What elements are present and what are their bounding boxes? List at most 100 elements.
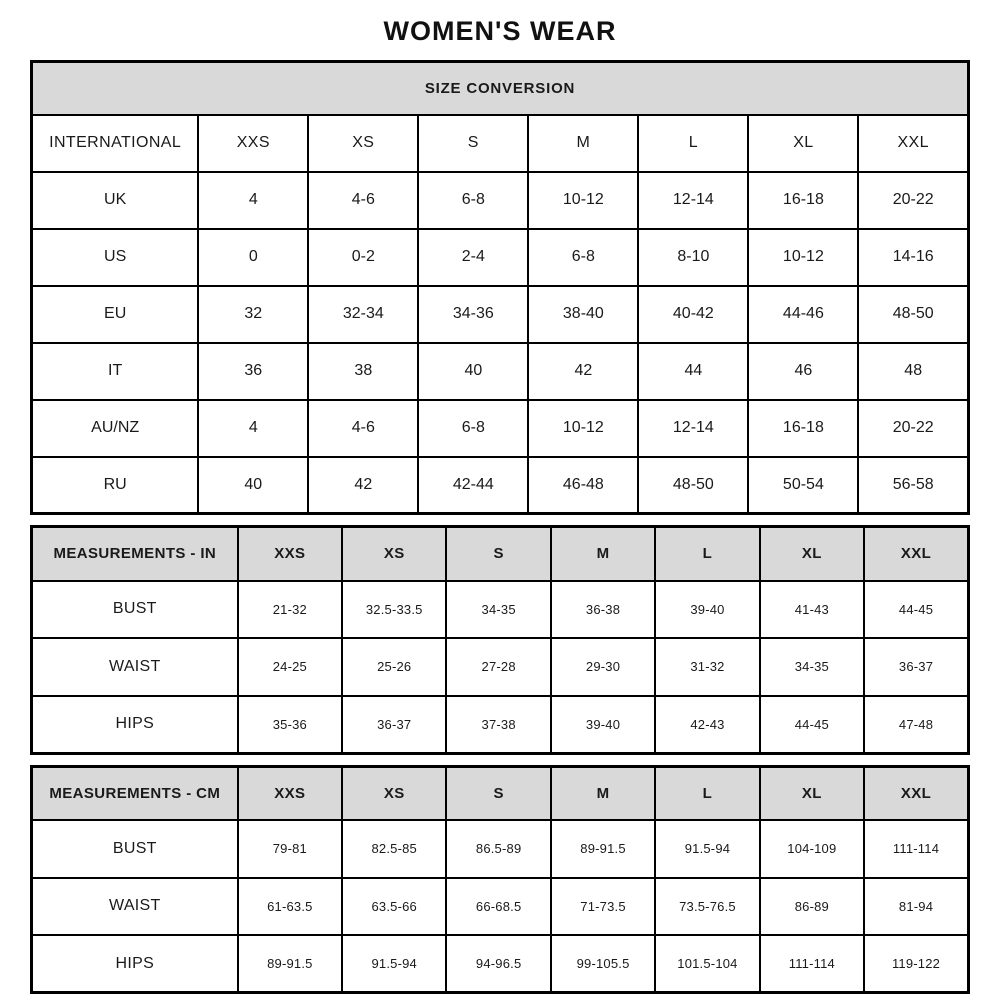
row-label: RU xyxy=(30,455,200,515)
size-value-cell: 12-14 xyxy=(637,398,750,458)
table-row: WAIST 24-25 25-26 27-28 29-30 31-32 34-35 36-37 xyxy=(30,637,970,697)
table-banner-row: SIZE CONVERSION xyxy=(30,60,970,116)
size-column-header: XS xyxy=(341,765,448,821)
table-row: AU/NZ 4 4-6 6-8 10-12 12-14 16-18 20-22 xyxy=(30,398,970,458)
size-value-cell: 39-40 xyxy=(549,694,657,754)
size-value-cell: 99-105.5 xyxy=(549,934,657,994)
size-value-cell: 44-46 xyxy=(747,284,860,344)
size-value-cell: 14-16 xyxy=(857,227,970,287)
size-value-cell: 34-35 xyxy=(758,637,866,697)
size-column-header: XXL xyxy=(857,113,970,173)
table-header-row: MEASUREMENTS - CM XXS XS S M L XL XXL xyxy=(30,765,970,821)
size-value-cell: 34-36 xyxy=(417,284,530,344)
row-label: IT xyxy=(30,341,200,401)
size-value-cell: 31-32 xyxy=(654,637,761,697)
size-value-cell: 37-38 xyxy=(445,694,552,754)
size-value-cell: 16-18 xyxy=(747,398,860,458)
size-column-header: M xyxy=(549,525,657,582)
size-value-cell: 6-8 xyxy=(527,227,640,287)
size-value-cell: 86.5-89 xyxy=(445,819,552,879)
size-value-cell: 48 xyxy=(857,341,970,401)
size-value-cell: 46 xyxy=(747,341,860,401)
size-value-cell: 34-35 xyxy=(445,579,552,639)
size-value-cell: 41-43 xyxy=(758,579,866,639)
table-row: HIPS 89-91.5 91.5-94 94-96.5 99-105.5 101.5-1… xyxy=(30,934,970,994)
size-column-header: S xyxy=(417,113,530,173)
row-label: US xyxy=(30,227,200,287)
size-value-cell: 91.5-94 xyxy=(654,819,761,879)
table-row: EU 32 32-34 34-36 38-40 40-42 44-46 48-50 xyxy=(30,284,970,344)
size-value-cell: 6-8 xyxy=(417,398,530,458)
size-value-cell: 48-50 xyxy=(857,284,970,344)
size-value-cell: 32-34 xyxy=(307,284,420,344)
size-column-header: M xyxy=(527,113,640,173)
table-row: UK 4 4-6 6-8 10-12 12-14 16-18 20-22 xyxy=(30,170,970,230)
table-header-row: MEASUREMENTS - IN XXS XS S M L XL XXL xyxy=(30,525,970,582)
size-value-cell: 86-89 xyxy=(758,876,866,936)
size-value-cell: 61-63.5 xyxy=(236,876,344,936)
size-value-cell: 0 xyxy=(197,227,310,287)
size-value-cell: 63.5-66 xyxy=(341,876,448,936)
size-value-cell: 73.5-76.5 xyxy=(654,876,761,936)
size-value-cell: 42-44 xyxy=(417,455,530,515)
size-value-cell: 82.5-85 xyxy=(341,819,448,879)
size-value-cell: 27-28 xyxy=(445,637,552,697)
table-row: US 0 0-2 2-4 6-8 8-10 10-12 14-16 xyxy=(30,227,970,287)
measurements-cm-table: MEASUREMENTS - CM XXS XS S M L XL XXL BUST 79-81 8… xyxy=(30,764,970,994)
size-column-header: L xyxy=(654,525,761,582)
table-row: IT 36 38 40 42 44 46 48 xyxy=(30,341,970,401)
size-value-cell: 89-91.5 xyxy=(549,819,657,879)
size-value-cell: 44 xyxy=(637,341,750,401)
size-value-cell: 81-94 xyxy=(863,876,970,936)
row-label: UK xyxy=(30,170,200,230)
size-value-cell: 40 xyxy=(197,455,310,515)
size-value-cell: 4 xyxy=(197,170,310,230)
size-value-cell: 21-32 xyxy=(236,579,344,639)
size-value-cell: 44-45 xyxy=(758,694,866,754)
size-value-cell: 66-68.5 xyxy=(445,876,552,936)
size-column-header: L xyxy=(637,113,750,173)
size-value-cell: 38-40 xyxy=(527,284,640,344)
size-value-cell: 10-12 xyxy=(747,227,860,287)
table-row: BUST 79-81 82.5-85 86.5-89 89-91.5 91.5-94 104… xyxy=(30,819,970,879)
size-value-cell: 2-4 xyxy=(417,227,530,287)
size-value-cell: 4-6 xyxy=(307,398,420,458)
size-value-cell: 20-22 xyxy=(857,170,970,230)
size-value-cell: 40-42 xyxy=(637,284,750,344)
size-value-cell: 71-73.5 xyxy=(549,876,657,936)
size-value-cell: 29-30 xyxy=(549,637,657,697)
size-value-cell: 38 xyxy=(307,341,420,401)
table-row: HIPS 35-36 36-37 37-38 39-40 42-43 44-45 47-48 xyxy=(30,694,970,754)
size-value-cell: 4 xyxy=(197,398,310,458)
size-column-header: XXS xyxy=(236,765,344,821)
size-column-header: XL xyxy=(747,113,860,173)
size-value-cell: 32 xyxy=(197,284,310,344)
size-value-cell: 16-18 xyxy=(747,170,860,230)
size-column-header: XS xyxy=(307,113,420,173)
row-header-column-label: INTERNATIONAL xyxy=(30,113,200,173)
table-row: BUST 21-32 32.5-33.5 34-35 36-38 39-40 41-43 44… xyxy=(30,579,970,639)
size-value-cell: 47-48 xyxy=(863,694,970,754)
size-column-header: XL xyxy=(758,525,866,582)
size-value-cell: 44-45 xyxy=(863,579,970,639)
row-label: WAIST xyxy=(30,637,239,697)
size-column-header: XXL xyxy=(863,525,970,582)
size-value-cell: 36-37 xyxy=(863,637,970,697)
table-row: RU 40 42 42-44 46-48 48-50 50-54 56-58 xyxy=(30,455,970,515)
size-value-cell: 10-12 xyxy=(527,170,640,230)
size-value-cell: 36 xyxy=(197,341,310,401)
row-label: BUST xyxy=(30,579,239,639)
size-value-cell: 46-48 xyxy=(527,455,640,515)
size-value-cell: 36-38 xyxy=(549,579,657,639)
row-label: BUST xyxy=(30,819,239,879)
size-value-cell: 24-25 xyxy=(236,637,344,697)
size-value-cell: 10-12 xyxy=(527,398,640,458)
table-row: WAIST 61-63.5 63.5-66 66-68.5 71-73.5 73.5-76… xyxy=(30,876,970,936)
size-value-cell: 94-96.5 xyxy=(445,934,552,994)
size-value-cell: 40 xyxy=(417,341,530,401)
row-header-column-label: MEASUREMENTS - IN xyxy=(30,525,239,582)
size-value-cell: 4-6 xyxy=(307,170,420,230)
size-value-cell: 12-14 xyxy=(637,170,750,230)
size-value-cell: 56-58 xyxy=(857,455,970,515)
